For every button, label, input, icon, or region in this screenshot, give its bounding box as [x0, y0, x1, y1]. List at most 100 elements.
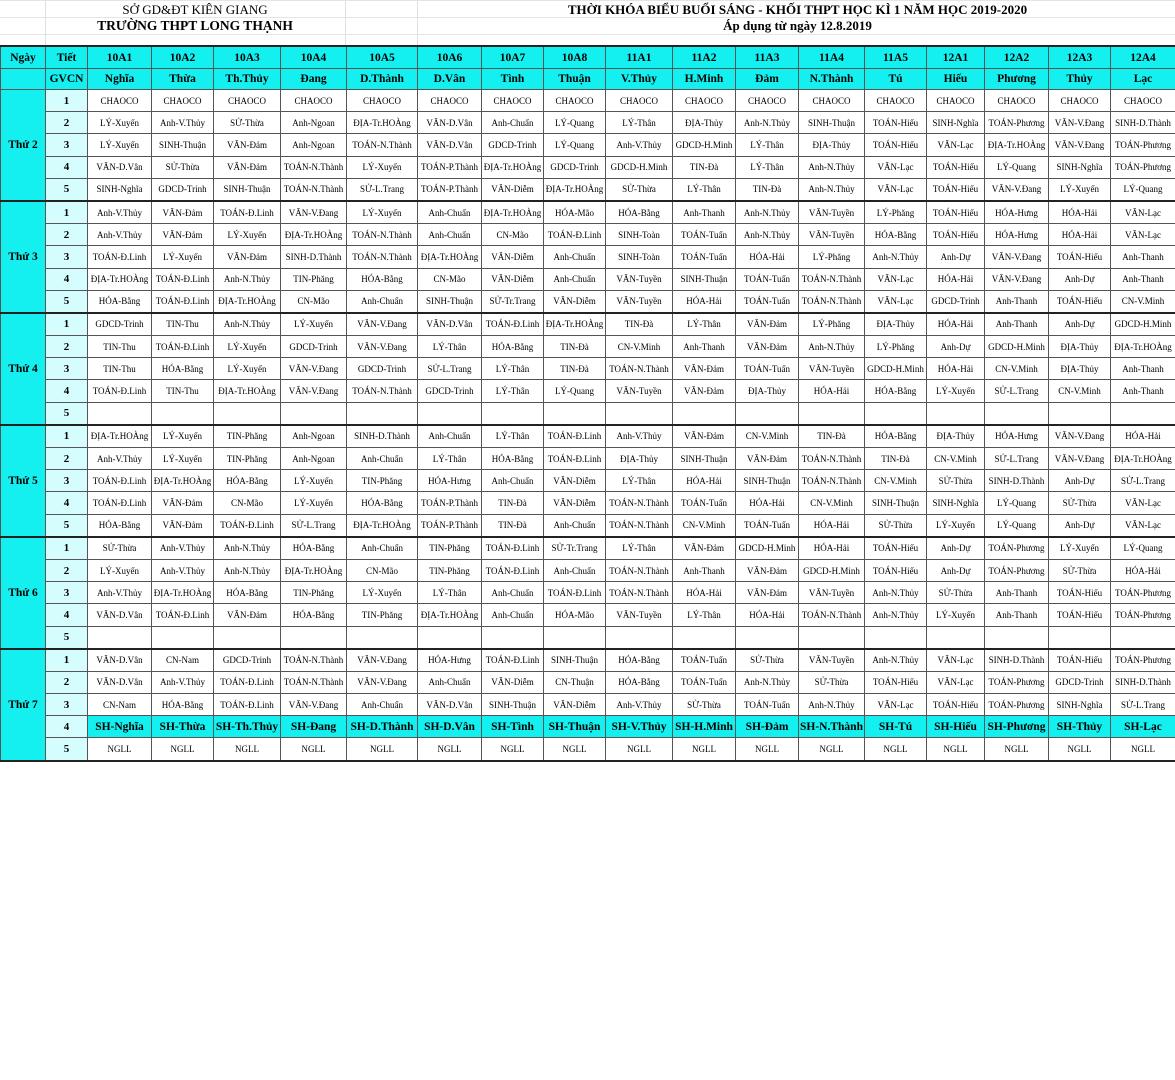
timetable-cell[interactable]: TOÁN-Hiếu	[926, 693, 985, 717]
timetable-cell[interactable]: NGLL	[213, 737, 281, 762]
timetable-cell[interactable]: TOÁN-Đ.Linh	[543, 223, 606, 247]
timetable-cell[interactable]: CHAOCO	[1110, 88, 1175, 113]
timetable-cell[interactable]: GDCD-H.Minh	[864, 357, 927, 381]
timetable-cell[interactable]: HÓA-Hải	[672, 289, 736, 314]
timetable-cell[interactable]: GDCD-Trinh	[417, 379, 482, 403]
timetable-cell[interactable]: SINH-D.Thành	[1110, 111, 1175, 135]
timetable-cell[interactable]: CN-V.Minh	[926, 446, 985, 471]
timetable-cell[interactable]: SỬ-Thừa	[213, 111, 281, 135]
timetable-cell[interactable]: CHAOCO	[151, 88, 214, 113]
timetable-cell[interactable]: CHAOCO	[543, 88, 606, 113]
timetable-cell[interactable]: Anh-V.Thủy	[151, 558, 214, 583]
timetable-cell[interactable]	[798, 401, 865, 426]
timetable-cell[interactable]: Anh-Ngoan	[280, 424, 347, 448]
timetable-cell[interactable]: TOÁN-N.Thành	[798, 469, 865, 493]
timetable-cell[interactable]: GDCD-Trinh	[87, 312, 152, 337]
timetable-cell[interactable]	[798, 625, 865, 650]
timetable-cell[interactable]: CN-V.Minh	[798, 491, 865, 515]
timetable-cell[interactable]: TOÁN-Tuấn	[735, 289, 799, 314]
timetable-cell[interactable]: TOÁN-Đ.Linh	[543, 424, 606, 448]
timetable-cell[interactable]: Anh-V.Thủy	[151, 111, 214, 135]
timetable-cell[interactable]: VĂN-Đảm	[213, 603, 281, 627]
timetable-cell[interactable]: HÓA-Hải	[798, 536, 865, 560]
timetable-cell[interactable]: LÝ-Thân	[417, 581, 482, 605]
timetable-cell[interactable]: SH-Thủy	[1048, 715, 1111, 739]
timetable-cell[interactable]: CN-V.Minh	[1110, 289, 1175, 314]
timetable-cell[interactable]: LÝ-Phăng	[798, 245, 865, 269]
timetable-cell[interactable]: NGLL	[672, 737, 736, 762]
timetable-cell[interactable]: SINH-D.Thành	[1110, 670, 1175, 695]
timetable-cell[interactable]: TIN-Đà	[481, 491, 544, 515]
timetable-cell[interactable]: LÝ-Quang	[1110, 177, 1175, 202]
timetable-cell[interactable]: VĂN-Lạc	[926, 648, 985, 672]
timetable-cell[interactable]: TOÁN-N.Thành	[798, 446, 865, 471]
timetable-cell[interactable]: VĂN-V.Đang	[280, 357, 347, 381]
timetable-cell[interactable]: SỬ-L.Trang	[1110, 693, 1175, 717]
timetable-cell[interactable]: Anh-Dự	[926, 335, 985, 359]
timetable-cell[interactable]: VĂN-D.Vân	[417, 312, 482, 337]
timetable-cell[interactable]: SINH-D.Thành	[984, 648, 1049, 672]
timetable-cell[interactable]: LÝ-Thân	[672, 312, 736, 337]
timetable-cell[interactable]: VĂN-V.Đang	[346, 648, 418, 672]
timetable-cell[interactable]: HÓA-Hải	[1048, 200, 1111, 225]
timetable-cell[interactable]: GDCD-Trinh	[926, 289, 985, 314]
timetable-cell[interactable]: SỬ-L.Trang	[280, 513, 347, 538]
timetable-cell[interactable]: TOÁN-Đ.Linh	[151, 335, 214, 359]
timetable-cell[interactable]: LÝ-Thân	[481, 424, 544, 448]
timetable-cell[interactable]: SỬ-Thừa	[735, 648, 799, 672]
timetable-cell[interactable]	[543, 401, 606, 426]
timetable-cell[interactable]: TOÁN-Hiếu	[1048, 245, 1111, 269]
timetable-cell[interactable]: Anh-Thanh	[984, 289, 1049, 314]
timetable-cell[interactable]: VĂN-Lạc	[864, 267, 927, 291]
timetable-cell[interactable]	[213, 401, 281, 426]
timetable-cell[interactable]: VĂN-Đảm	[151, 223, 214, 247]
timetable-cell[interactable]: GDCD-Trinh	[213, 648, 281, 672]
timetable-cell[interactable]: HÓA-Hải	[1110, 558, 1175, 583]
timetable-cell[interactable]: ĐỊA-Tr.HOÀng	[1110, 446, 1175, 471]
timetable-cell[interactable]: ĐỊA-Thủy	[864, 312, 927, 337]
timetable-cell[interactable]: HÓA-Bằng	[864, 223, 927, 247]
timetable-cell[interactable]: LÝ-Quang	[543, 133, 606, 157]
timetable-cell[interactable]: VĂN-V.Đang	[280, 379, 347, 403]
timetable-cell[interactable]: SH-Đang	[280, 715, 347, 739]
timetable-cell[interactable]: HÓA-Bằng	[87, 289, 152, 314]
timetable-cell[interactable]: ĐỊA-Tr.HOÀng	[346, 111, 418, 135]
timetable-cell[interactable]: VĂN-D.Vân	[87, 155, 152, 179]
timetable-cell[interactable]: LÝ-Xuyến	[346, 200, 418, 225]
timetable-cell[interactable]: VĂN-Tuyền	[798, 581, 865, 605]
timetable-cell[interactable]	[735, 401, 799, 426]
timetable-cell[interactable]: VĂN-Diễm	[481, 670, 544, 695]
timetable-cell[interactable]: VĂN-Đảm	[213, 155, 281, 179]
timetable-cell[interactable]: TOÁN-Tuấn	[735, 267, 799, 291]
timetable-cell[interactable]: VĂN-Diễm	[543, 469, 606, 493]
timetable-cell[interactable]: LÝ-Thân	[605, 469, 673, 493]
timetable-cell[interactable]: TIN-Phăng	[213, 424, 281, 448]
timetable-cell[interactable]: Anh-V.Thủy	[605, 424, 673, 448]
timetable-cell[interactable]	[280, 401, 347, 426]
timetable-cell[interactable]: ĐỊA-Tr.HOÀng	[481, 200, 544, 225]
timetable-cell[interactable]: GDCD-Trinh	[151, 177, 214, 202]
timetable-cell[interactable]: LÝ-Quang	[984, 491, 1049, 515]
timetable-cell[interactable]: SH-Lạc	[1110, 715, 1175, 739]
timetable-cell[interactable]: VĂN-Đảm	[151, 200, 214, 225]
timetable-cell[interactable]: TOÁN-P.Thành	[417, 155, 482, 179]
timetable-cell[interactable]: VĂN-Đảm	[672, 424, 736, 448]
timetable-cell[interactable]: Anh-V.Thủy	[151, 536, 214, 560]
timetable-cell[interactable]: CN-V.Minh	[1048, 379, 1111, 403]
timetable-cell[interactable]: NGLL	[735, 737, 799, 762]
timetable-cell[interactable]: VĂN-V.Đang	[984, 245, 1049, 269]
timetable-cell[interactable]: CN-Nam	[87, 693, 152, 717]
timetable-cell[interactable]: NGLL	[984, 737, 1049, 762]
timetable-cell[interactable]: CN-Mão	[213, 491, 281, 515]
timetable-cell[interactable]: SINH-Thuận	[672, 446, 736, 471]
timetable-cell[interactable]: LÝ-Xuyến	[926, 513, 985, 538]
timetable-cell[interactable]: TOÁN-Phương	[984, 558, 1049, 583]
timetable-cell[interactable]: VĂN-Đảm	[672, 536, 736, 560]
timetable-cell[interactable]: LÝ-Thân	[481, 379, 544, 403]
timetable-cell[interactable]: TIN-Đà	[605, 312, 673, 337]
timetable-cell[interactable]: SH-N.Thành	[798, 715, 865, 739]
timetable-cell[interactable]: Anh-Chuẩn	[481, 111, 544, 135]
timetable-cell[interactable]: TOÁN-Hiếu	[864, 558, 927, 583]
timetable-cell[interactable]: TOÁN-Hiếu	[1048, 603, 1111, 627]
timetable-cell[interactable]: ĐỊA-Tr.HOÀng	[1110, 335, 1175, 359]
